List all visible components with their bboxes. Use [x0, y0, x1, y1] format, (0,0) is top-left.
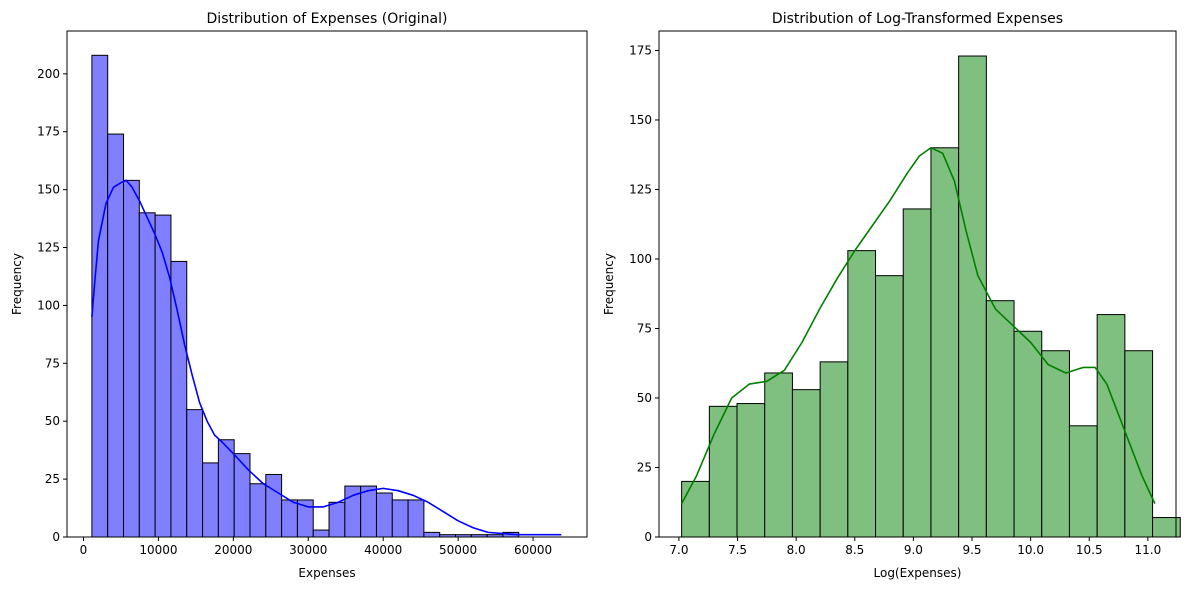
y-tick-label: 125: [629, 182, 652, 196]
x-tick-label: 10000: [139, 543, 177, 557]
histogram-bar: [249, 483, 267, 538]
histogram-bar: [764, 372, 793, 538]
histogram-bar: [186, 409, 204, 538]
histogram-bar: [154, 214, 172, 538]
axes-frame: [66, 30, 588, 538]
y-tick-label: 150: [37, 183, 60, 197]
y-tick-label: 0: [644, 530, 652, 544]
histogram-bar: [1096, 314, 1126, 538]
x-tick-label: 30000: [289, 543, 327, 557]
x-tick-label: 50000: [439, 543, 477, 557]
y-tick-label: 50: [637, 391, 652, 405]
histogram-bar: [847, 250, 877, 538]
chart-log-expenses: 7.0 7.5 8.0 8.5 9.0 9.5 10.0 10.5 11.0 0 25 50 75 100…: [602, 11, 1181, 580]
histogram-bar: [407, 499, 425, 538]
y-tick-label: 0: [52, 530, 60, 544]
y-tick-label: 200: [37, 67, 60, 81]
kde-curve: [91, 179, 562, 536]
y-tick-label: 75: [45, 356, 60, 370]
x-tick-label: 9.0: [904, 543, 923, 557]
x-tick-label: 10.0: [1017, 543, 1044, 557]
histogram-bar: [360, 485, 377, 538]
histogram-bar: [708, 405, 738, 538]
histogram-bar: [819, 361, 849, 538]
x-tick-label: 10.5: [1076, 543, 1103, 557]
y-tick-label: 25: [637, 460, 652, 474]
chart-expenses-original: 0 10000 20000 30000 40000 50000 60000 0 25 50 75 10…: [10, 11, 588, 580]
histogram-bar: [328, 501, 346, 538]
histogram-bar: [902, 208, 932, 538]
histogram-bar: [233, 453, 251, 538]
histogram-bar: [217, 439, 235, 538]
y-tick-label: 125: [37, 241, 60, 255]
histogram-bar: [930, 147, 960, 538]
x-axis-label: Expenses: [298, 566, 355, 580]
histogram-bar: [281, 499, 298, 538]
x-tick-label: 7.5: [728, 543, 747, 557]
x-tick-label: 9.5: [962, 543, 981, 557]
histogram-bar: [170, 260, 188, 538]
histogram-bar: [312, 529, 330, 538]
x-tick-label: 0: [80, 543, 88, 557]
axes-frame: [658, 30, 1177, 538]
y-tick-label: 100: [37, 298, 60, 312]
y-tick-label: 75: [637, 321, 652, 335]
chart-title: Distribution of Log-Transformed Expenses: [772, 11, 1063, 27]
chart-title: Distribution of Expenses (Original): [207, 11, 448, 27]
y-tick-label: 150: [629, 113, 652, 127]
y-axis-label: Frequency: [10, 253, 24, 315]
histogram-bar: [138, 212, 156, 538]
x-tick-label: 40000: [364, 543, 402, 557]
y-tick-label: 175: [629, 43, 652, 57]
x-tick-label: 8.0: [787, 543, 806, 557]
histogram-bar: [985, 300, 1015, 538]
x-tick-label: 8.5: [845, 543, 864, 557]
histogram-bar: [1068, 425, 1098, 538]
histogram-bar: [202, 462, 219, 538]
y-tick-label: 100: [629, 252, 652, 266]
histogram-bar: [423, 531, 441, 538]
histogram-bar: [375, 492, 393, 538]
histogram-bar: [958, 55, 987, 538]
y-axis-label: Frequency: [602, 253, 616, 315]
kde-curve: [680, 146, 1156, 505]
histogram-bar: [1013, 330, 1043, 538]
x-tick-label: 60000: [514, 543, 552, 557]
histogram-bar: [875, 275, 904, 538]
x-tick-label: 7.0: [669, 543, 688, 557]
histogram-bar: [123, 179, 140, 538]
y-tick-label: 50: [45, 414, 60, 428]
histogram-bar: [1041, 350, 1070, 538]
histogram-bar: [681, 480, 710, 538]
x-tick-label: 11.0: [1135, 543, 1162, 557]
histogram-bar: [265, 473, 283, 538]
x-tick-label: 20000: [214, 543, 252, 557]
histogram-bar: [791, 389, 821, 538]
y-tick-label: 25: [45, 472, 60, 486]
histogram-bar: [736, 403, 766, 538]
x-axis-label: Log(Expenses): [874, 566, 962, 580]
histogram-bar: [391, 499, 409, 538]
y-tick-label: 175: [37, 125, 60, 139]
